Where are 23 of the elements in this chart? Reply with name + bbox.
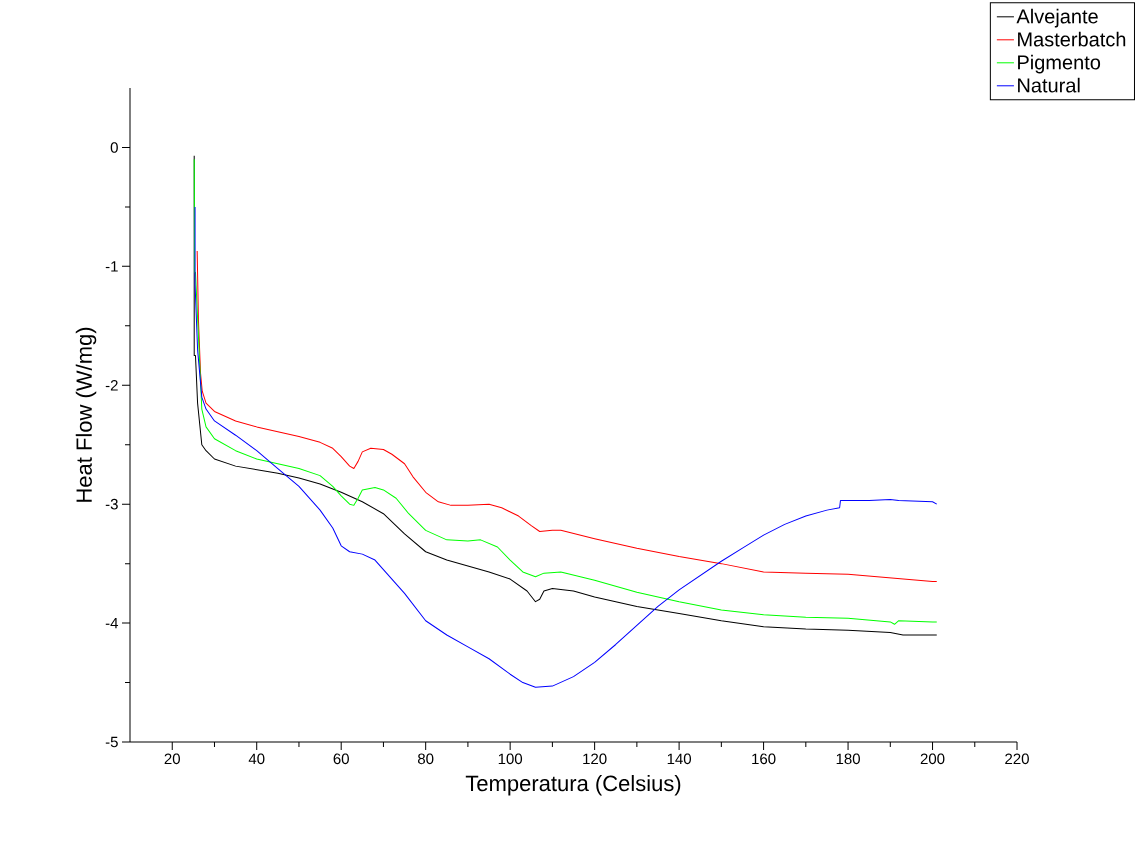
x-tick-label: 80 (417, 753, 434, 765)
legend-label: Masterbatch (1018, 31, 1126, 47)
x-axis-title: Temperatura (Celsius) (465, 775, 681, 796)
legend-label: Alvejante (1016, 8, 1098, 28)
x-tick-label: 20 (164, 753, 180, 765)
x-tick-label: 120 (583, 753, 607, 765)
y-tick-label: -2 (105, 380, 118, 391)
y-tick-label: -1 (105, 261, 118, 272)
legend-label: Natural (1018, 77, 1080, 93)
y-tick-label: -5 (105, 736, 118, 748)
y-axis-title: Heat Flow (W/mg) (75, 327, 97, 502)
x-tick-label: 140 (667, 753, 692, 765)
x-tick-label: 180 (836, 753, 860, 765)
x-tick-label: 200 (920, 753, 945, 765)
x-tick-label: 40 (248, 753, 265, 765)
x-tick-label: 100 (498, 753, 523, 765)
y-tick-label: -3 (105, 498, 118, 510)
x-tick-label: 220 (1005, 753, 1029, 765)
y-tick-label: 0 (110, 142, 118, 153)
x-tick-label: 60 (333, 753, 349, 765)
legend-label: Pigmento (1018, 54, 1101, 74)
y-tick-label: -4 (105, 617, 119, 629)
x-tick-label: 160 (752, 753, 776, 765)
